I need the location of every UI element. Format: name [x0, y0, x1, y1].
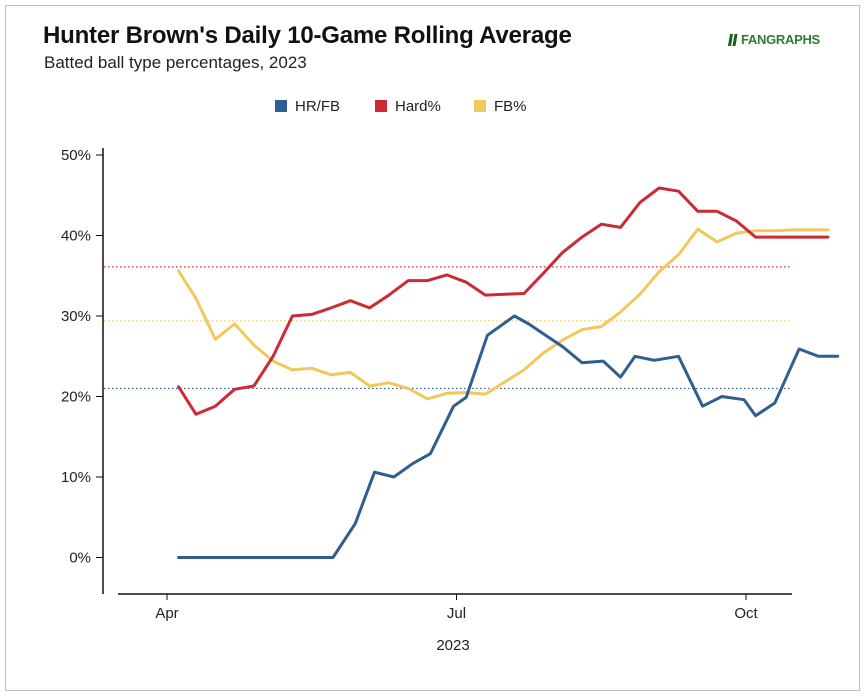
fangraphs-logo: FANGRAPHS	[727, 32, 820, 47]
chart-frame	[5, 5, 860, 691]
legend-label-hard: Hard%	[395, 98, 441, 115]
x-tick-labels: Apr Jul Oct	[155, 594, 758, 622]
series-line-hard	[177, 186, 830, 416]
legend-swatch-fb	[474, 100, 486, 112]
y-tick-label: 40%	[61, 228, 91, 245]
chart-title: Hunter Brown's Daily 10-Game Rolling Ave…	[43, 22, 572, 49]
legend-swatch-hard	[375, 100, 387, 112]
chart-subtitle: Batted ball type percentages, 2023	[44, 53, 307, 72]
y-tick-label: 0%	[69, 550, 91, 567]
series-line-hr-fb	[177, 314, 840, 559]
x-axis-title: 2023	[436, 637, 469, 654]
y-tick-label: 50%	[61, 147, 91, 164]
legend-label-hr-fb: HR/FB	[295, 98, 340, 115]
x-tick-label: Apr	[155, 605, 178, 622]
series-lines	[177, 186, 840, 559]
y-tick-label: 20%	[61, 389, 91, 406]
legend-swatch-hr-fb	[275, 100, 287, 112]
series-line-fb	[177, 227, 830, 401]
fangraphs-logo-text: FANGRAPHS	[741, 32, 820, 47]
x-tick-label: Oct	[734, 605, 758, 622]
axes	[102, 148, 792, 595]
x-tick-label: Jul	[447, 605, 466, 622]
reference-lines	[104, 266, 792, 390]
y-tick-labels: 0% 10% 20% 30% 40% 50%	[61, 147, 103, 567]
y-tick-label: 10%	[61, 469, 91, 486]
legend: HR/FB Hard% FB%	[275, 98, 527, 115]
legend-label-fb: FB%	[494, 98, 527, 115]
y-tick-label: 30%	[61, 308, 91, 325]
